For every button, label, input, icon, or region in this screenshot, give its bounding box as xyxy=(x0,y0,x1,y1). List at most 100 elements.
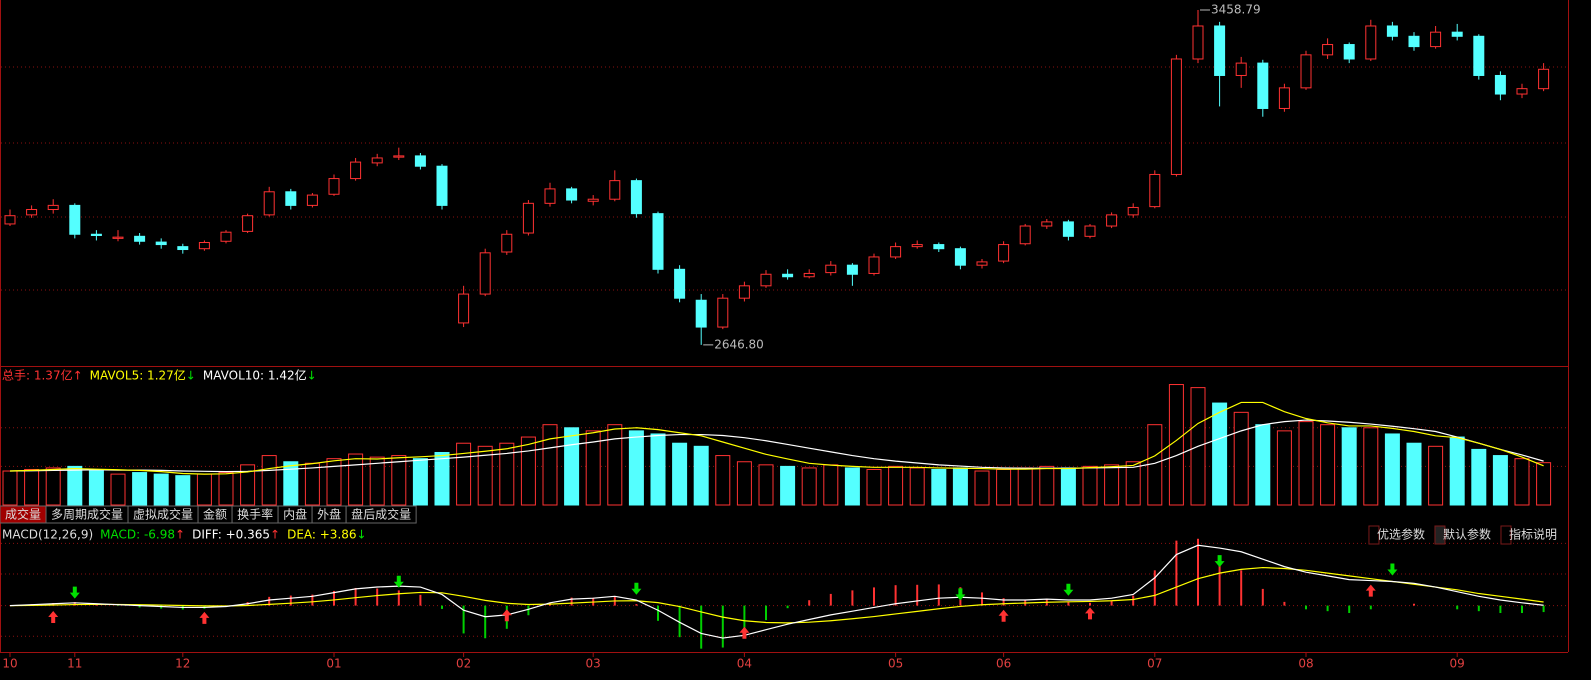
x-tick-label: 08 xyxy=(1298,657,1313,671)
volume-bar xyxy=(24,468,40,506)
volume-bar xyxy=(974,470,990,506)
buy-arrow xyxy=(48,611,59,624)
sell-arrow xyxy=(393,575,404,588)
tab[interactable]: 盘后成交量 xyxy=(345,505,417,524)
volume-bar xyxy=(585,430,601,506)
volume-bar xyxy=(736,461,752,506)
volume-bar xyxy=(866,468,882,506)
volume-bar xyxy=(326,458,342,506)
volume-bar xyxy=(715,455,731,506)
tab-label[interactable]: 成交量 xyxy=(5,507,41,522)
candle-body xyxy=(1235,62,1247,76)
volume-bar xyxy=(477,445,493,506)
volume-bar xyxy=(888,465,904,506)
volume-bar xyxy=(218,472,234,506)
volume-bar xyxy=(1104,464,1120,506)
tab[interactable]: 换手率 xyxy=(231,505,279,524)
tab-label[interactable]: 多周期成交量 xyxy=(51,507,123,522)
volume-bar xyxy=(369,456,385,506)
volume-bar xyxy=(456,442,472,506)
tab-label[interactable]: 金额 xyxy=(203,507,227,522)
volume-bar xyxy=(1060,467,1076,506)
candle-body xyxy=(544,188,556,204)
tab-label[interactable]: 盘后成交量 xyxy=(351,507,411,522)
candle-body xyxy=(26,209,38,216)
volume-bar xyxy=(1341,427,1357,506)
extreme-label: 2646.80 xyxy=(714,337,764,351)
candle-body xyxy=(414,155,426,167)
tab-label[interactable]: 虚拟成交量 xyxy=(133,507,193,522)
volume-bar xyxy=(1082,465,1098,506)
button-bg[interactable] xyxy=(1368,525,1380,545)
volume-bar xyxy=(240,464,256,506)
candle-body xyxy=(306,194,318,206)
volume-bar xyxy=(391,455,407,506)
candle-body xyxy=(566,188,578,201)
tab[interactable]: 多周期成交量 xyxy=(45,505,129,524)
candle-body xyxy=(522,202,534,234)
button[interactable]: 默认参数 xyxy=(1434,525,1491,545)
buy-arrow xyxy=(739,626,750,639)
tab[interactable]: 内盘 xyxy=(277,505,313,524)
tab-label[interactable]: 外盘 xyxy=(317,507,341,522)
volume-bar xyxy=(175,475,191,506)
volume-bar xyxy=(1276,430,1292,506)
candle-body xyxy=(976,261,988,266)
x-tick-label: 04 xyxy=(737,657,752,671)
tab-label[interactable]: 内盘 xyxy=(283,507,307,522)
legend-arrow: ↓ xyxy=(357,528,367,542)
candle-body xyxy=(1408,35,1420,48)
buy-arrow xyxy=(501,609,512,622)
button-label[interactable]: 默认参数 xyxy=(1443,527,1491,542)
tab[interactable]: 金额 xyxy=(197,505,233,524)
candle-body xyxy=(911,244,923,248)
legend-text: MACD: -6.98 xyxy=(100,528,175,542)
x-tick-label: 09 xyxy=(1450,657,1465,671)
tab[interactable]: 虚拟成交量 xyxy=(127,505,199,524)
volume-bar xyxy=(412,458,428,506)
volume-bar xyxy=(1233,411,1249,506)
volume-bar xyxy=(844,467,860,506)
candle-body xyxy=(1192,25,1204,60)
candle-body xyxy=(609,180,621,200)
candle-body xyxy=(695,299,707,328)
candle-body xyxy=(1538,68,1550,90)
x-tick-label: 10 xyxy=(2,657,17,671)
tab[interactable]: 外盘 xyxy=(311,505,347,524)
button-label[interactable]: 指标说明 xyxy=(1509,527,1557,542)
candle-body xyxy=(458,293,470,324)
candle-body xyxy=(393,155,405,158)
volume-bar xyxy=(67,465,83,506)
button[interactable]: 优选参数 xyxy=(1368,525,1425,545)
button-bg[interactable] xyxy=(1500,525,1512,545)
candle-body xyxy=(954,248,966,266)
volume-bar xyxy=(1471,448,1487,506)
volume-bar xyxy=(952,467,968,506)
tab[interactable]: 成交量 xyxy=(0,505,47,524)
candle-body xyxy=(155,241,167,246)
legend-text: DIFF: +0.365 xyxy=(192,528,270,542)
tab-label[interactable]: 换手率 xyxy=(237,507,273,522)
button-bg[interactable] xyxy=(1434,525,1446,545)
button[interactable]: 指标说明 xyxy=(1500,525,1557,545)
volume-bar xyxy=(931,468,947,506)
volume-bar xyxy=(348,453,364,506)
x-tick-label: 03 xyxy=(586,657,601,671)
candle-body xyxy=(350,161,362,180)
volume-bar xyxy=(196,473,212,506)
legend-text: MAVOL10: 1.42亿 xyxy=(203,368,307,383)
sell-arrow xyxy=(631,582,642,595)
button-label[interactable]: 优选参数 xyxy=(1377,527,1425,542)
candle-body xyxy=(47,204,59,211)
candle-body xyxy=(1084,225,1096,237)
diff-line xyxy=(9,544,1544,639)
candle-body xyxy=(1214,25,1226,76)
x-tick-label: 02 xyxy=(456,657,471,671)
volume-bar xyxy=(520,436,536,506)
x-tick-label: 01 xyxy=(326,657,341,671)
volume-bar xyxy=(2,470,18,506)
candle-body xyxy=(674,268,686,299)
tab-bg[interactable] xyxy=(345,505,417,524)
volume-bar xyxy=(1255,424,1271,506)
